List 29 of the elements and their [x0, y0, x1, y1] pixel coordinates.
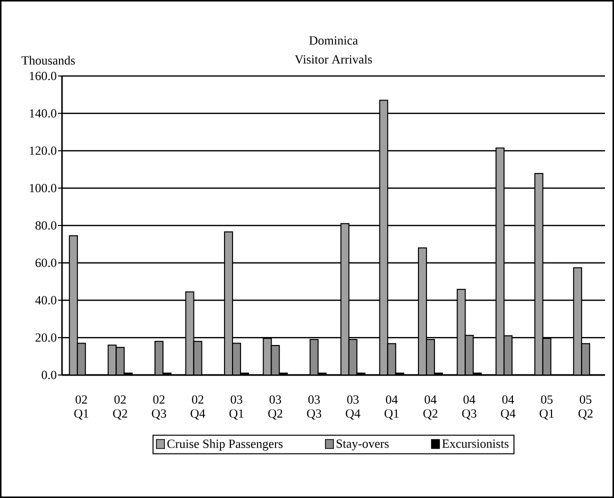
x-tick-label: 03 Q2 — [268, 395, 282, 420]
chart-title: Dominica — [309, 36, 358, 45]
y-tick-label: 60.0 — [36, 258, 56, 268]
legend-label: Excursionists — [442, 439, 509, 448]
y-tick-label: 20.0 — [36, 333, 56, 342]
x-tick-label: 04 Q1 — [384, 395, 399, 420]
legend-label: Stay-overs — [336, 439, 389, 450]
legend-label: Cruise Ship Passengers — [167, 439, 283, 451]
x-tick-label: 04 Q4 — [500, 395, 516, 420]
x-tick-label: 05 Q2 — [578, 395, 593, 420]
x-tick-label: 03 Q3 — [307, 395, 322, 420]
x-tick-label: 02 Q2 — [113, 395, 128, 420]
y-tick-label: 140.0 — [30, 109, 56, 118]
y-axis-title: Thousands — [22, 56, 75, 65]
y-tick-label: 160.0 — [30, 72, 56, 80]
x-tick-label: 03 Q1 — [229, 395, 244, 420]
y-tick-label: 100.0 — [30, 184, 56, 192]
y-tick-label: 40.0 — [35, 296, 56, 304]
x-tick-label: 02 Q4 — [190, 395, 206, 420]
x-tick-label: 04 Q3 — [462, 395, 476, 420]
y-tick-label: 80.0 — [35, 221, 56, 230]
x-tick-label: 04 Q2 — [423, 395, 438, 420]
x-tick-label: 02 Q3 — [152, 395, 166, 420]
x-tick-label: 03 Q4 — [346, 395, 360, 420]
x-tick-label: 05 Q1 — [540, 395, 554, 420]
x-tick-label: 02 Q1 — [74, 395, 88, 420]
y-tick-label: 120.0 — [30, 146, 56, 155]
y-tick-label: 0.0 — [42, 370, 56, 380]
chart-subtitle: Visitor Arrivals — [294, 54, 372, 64]
